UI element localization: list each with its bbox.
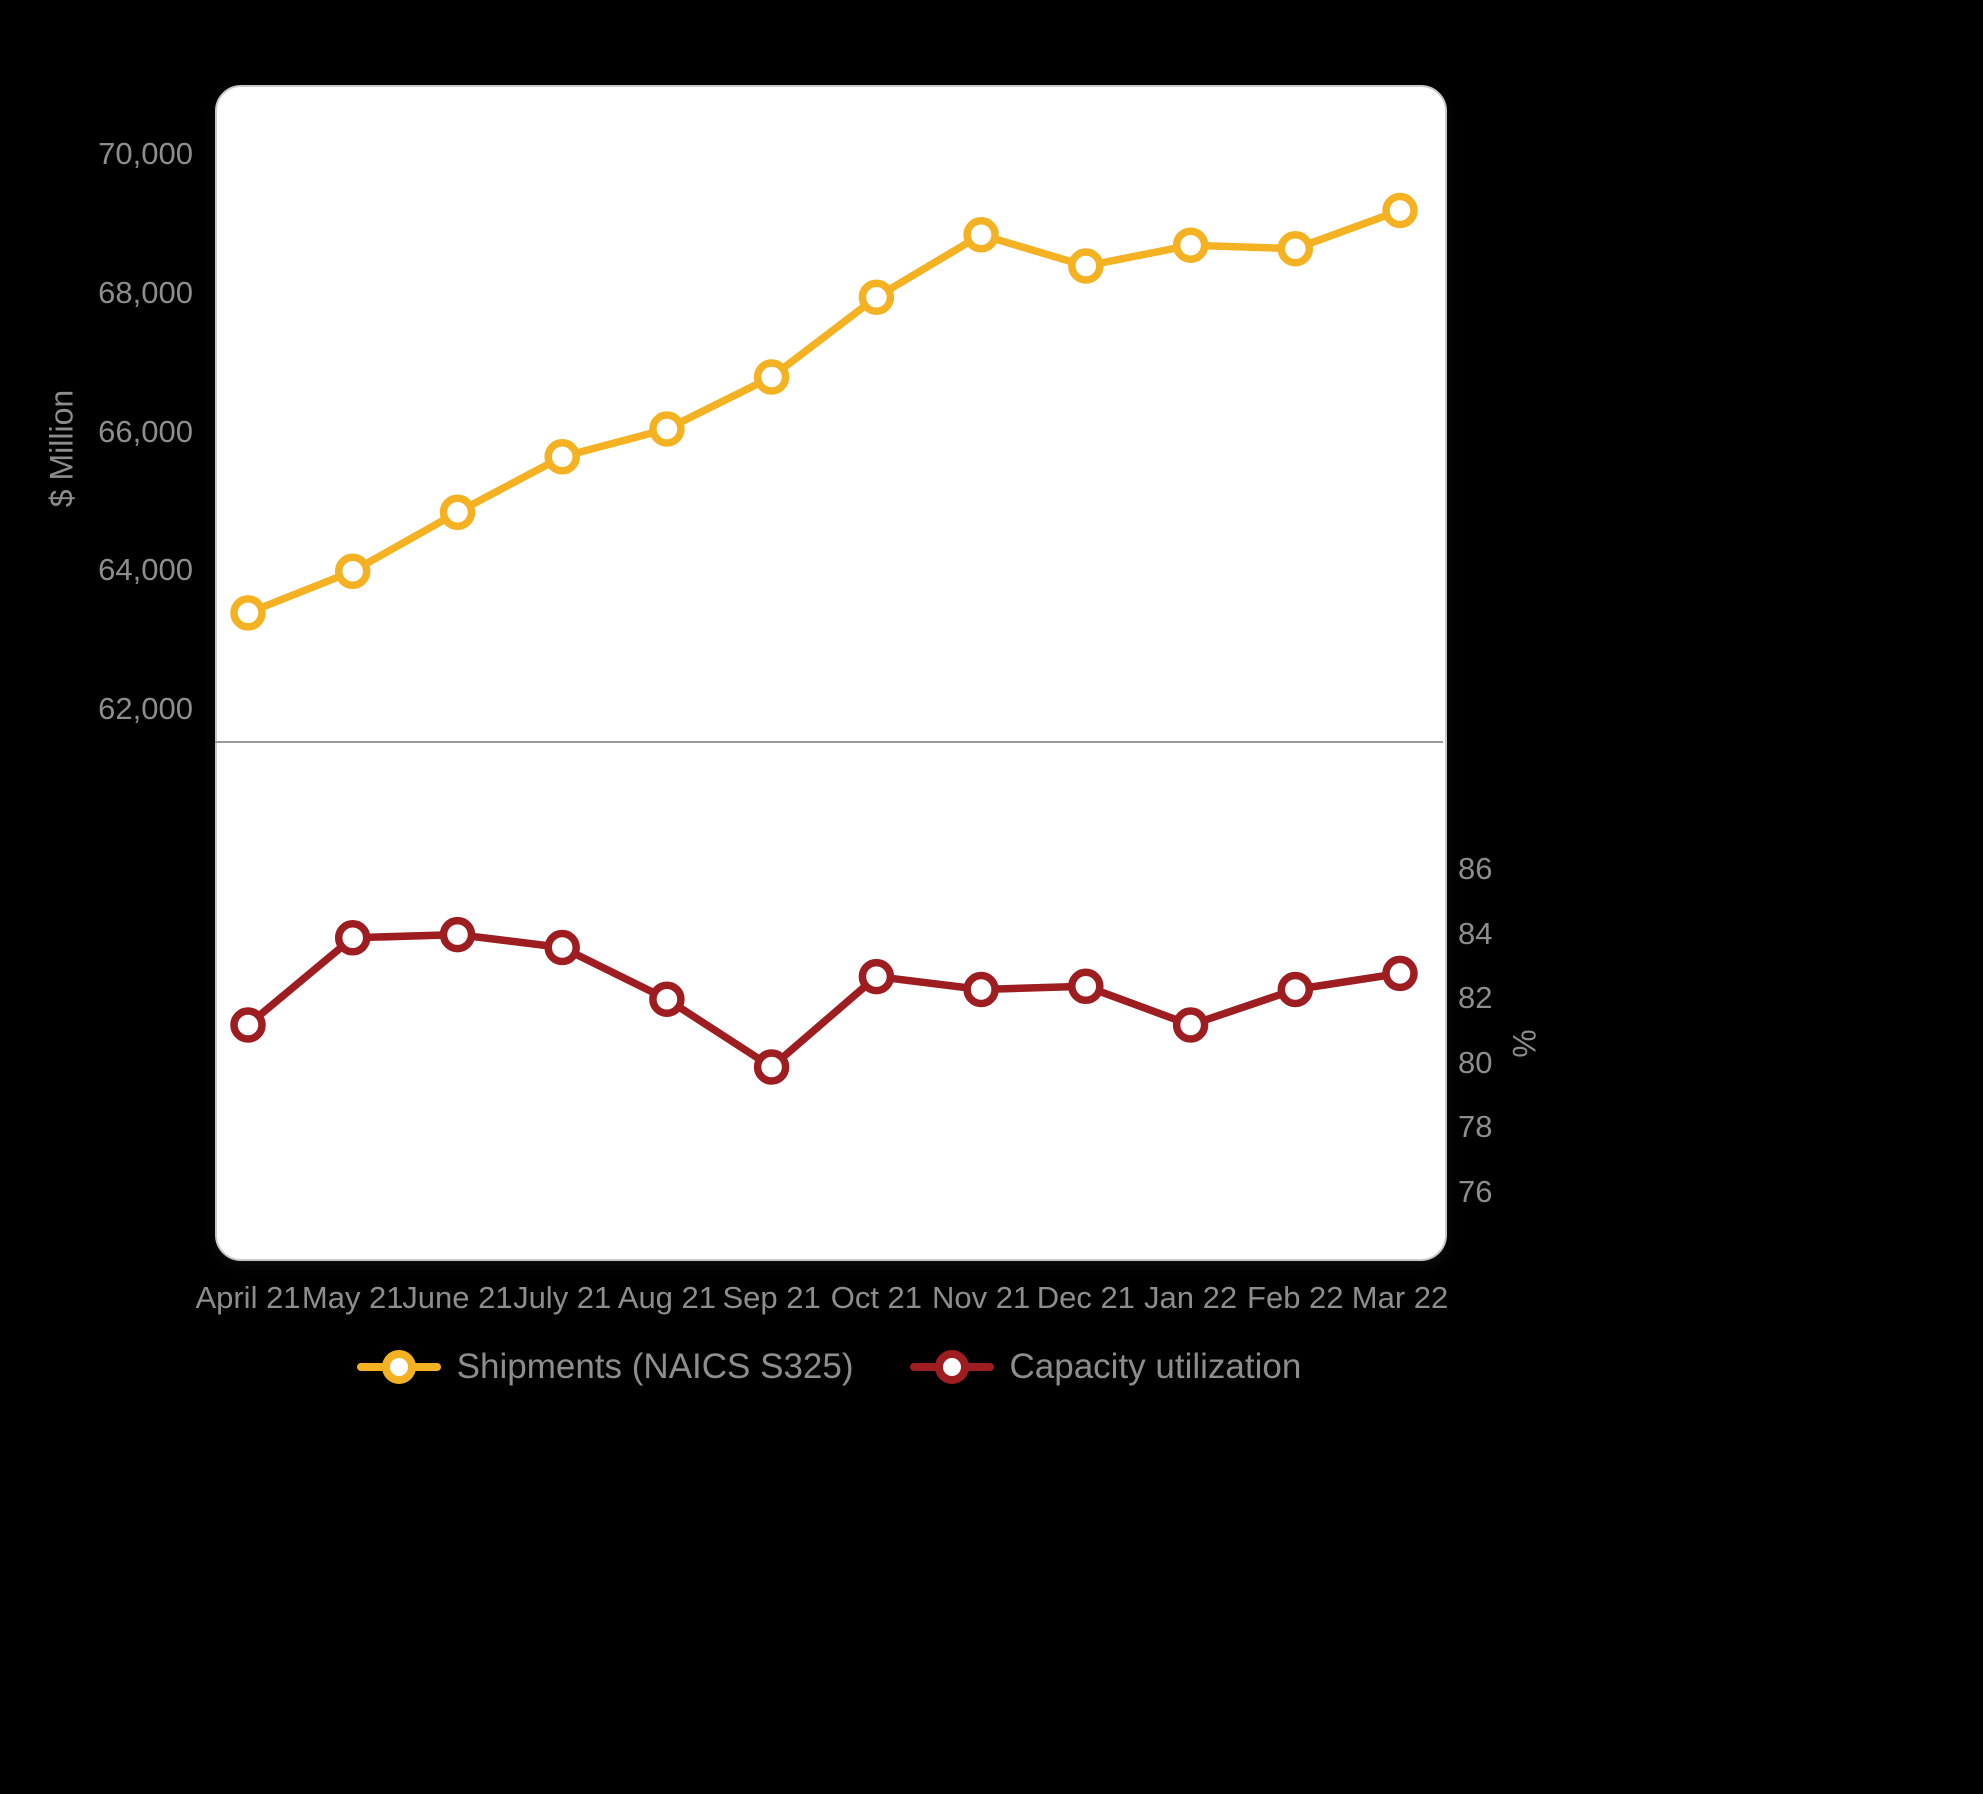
y-tick-label: 86 — [1458, 851, 1493, 886]
legend-label: Capacity utilization — [1009, 1347, 1302, 1386]
y-tick-label: 84 — [1458, 915, 1493, 951]
x-tick-label: June 21 — [402, 1280, 513, 1315]
x-tick-label: Feb 22 — [1247, 1280, 1344, 1315]
legend-item: Shipments (NAICS S325) — [356, 1345, 854, 1389]
x-tick-label: May 21 — [301, 1280, 404, 1315]
y-tick-label: 64,000 — [98, 552, 193, 588]
x-tick-label: April 21 — [195, 1280, 301, 1315]
legend-marker-icon — [356, 1350, 441, 1384]
chart-panel-card — [215, 85, 1447, 1261]
y-tick-label: 70,000 — [98, 136, 193, 171]
y-tick-label: 66,000 — [98, 413, 193, 449]
legend-label: Shipments (NAICS S325) — [456, 1347, 854, 1386]
y-tick-label: 78 — [1458, 1109, 1493, 1145]
x-tick-label: Oct 21 — [830, 1280, 923, 1315]
y-tick-label: 76 — [1458, 1174, 1493, 1209]
panel-divider — [215, 741, 1443, 743]
x-tick-label: Mar 22 — [1351, 1280, 1449, 1315]
x-tick-label: Dec 21 — [1036, 1280, 1135, 1315]
legend-marker-icon — [909, 1350, 994, 1384]
x-tick-label: Sep 21 — [722, 1280, 821, 1315]
y-tick-label: 62,000 — [98, 691, 193, 726]
legend-item: Capacity utilization — [909, 1345, 1302, 1389]
chart-legend: Shipments (NAICS S325) Capacity utilizati… — [215, 1345, 1443, 1389]
x-tick-label: Nov 21 — [931, 1280, 1031, 1315]
x-tick-label: July 21 — [513, 1280, 612, 1315]
y-tick-label: 82 — [1458, 980, 1493, 1016]
y-tick-label: 80 — [1458, 1044, 1493, 1080]
y-tick-label: 68,000 — [98, 274, 193, 310]
x-tick-label: Jan 22 — [1144, 1280, 1238, 1315]
x-tick-label: Aug 21 — [617, 1280, 717, 1315]
